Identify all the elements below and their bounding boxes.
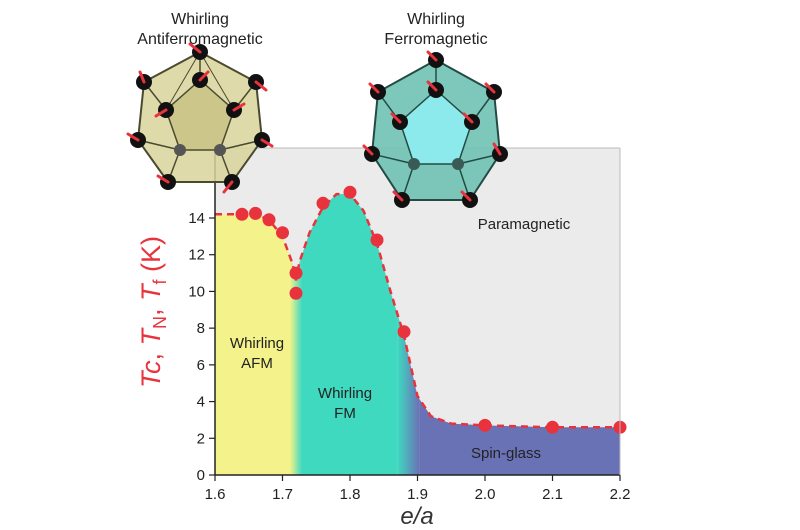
label-whirling-fm-line1: Whirling: [318, 385, 372, 402]
inset-afm-title-line1: Whirling: [171, 11, 229, 28]
data-point-5: [289, 266, 303, 280]
y-tick-label-2: 4: [197, 394, 205, 411]
y-title-part-unit: (K): [136, 236, 166, 280]
y-title-part-t2: T: [136, 282, 166, 301]
y-tick-label-5: 10: [188, 283, 205, 300]
label-whirling-afm-line2: AFM: [241, 355, 273, 372]
data-points: [235, 185, 627, 434]
data-point-3: [262, 213, 276, 227]
afm-icosahedron-icon: [126, 42, 274, 194]
x-tick-label-0: 1.6: [205, 486, 226, 503]
x-tick-label-6: 2.2: [610, 486, 631, 503]
inset-antiferromagnetic: Whirling Antiferromagnetic: [126, 11, 274, 194]
y-tick-label-3: 6: [197, 357, 205, 374]
y-tick-label-0: 0: [197, 467, 205, 484]
y-tick-label-7: 14: [188, 210, 205, 227]
label-paramagnetic-line1: Paramagnetic: [478, 216, 571, 233]
label-spin-glass-line1: Spin-glass: [471, 445, 541, 462]
region-labels: Whirling AFM Whirling FM Spin-glass Paramagne…: [230, 216, 571, 462]
inset-afm-title-line2: Antiferromagnetic: [137, 31, 262, 48]
x-tick-label-3: 1.9: [407, 486, 428, 503]
inset-fm-title-line1: Whirling: [407, 11, 465, 28]
y-title-part-sep1: ,: [136, 346, 166, 361]
data-point-9: [370, 233, 384, 247]
y-title-sub-f: f: [150, 278, 170, 284]
x-axis-ticks: 1.6 1.7 1.8 1.9 2.0 2.1 2.2: [205, 475, 631, 503]
data-point-1: [235, 207, 249, 221]
y-title-part-tc: Tc: [136, 360, 166, 388]
y-title-sub-n: N: [150, 316, 170, 329]
y-axis-title: Tc, TN, Tf (K): [136, 236, 170, 388]
x-tick-label-5: 2.1: [542, 486, 563, 503]
inset-ferromagnetic: Whirling Ferromagnetic: [362, 11, 508, 208]
label-whirling-fm-line2: FM: [334, 405, 356, 422]
data-point-2: [249, 206, 262, 220]
y-tick-label-4: 8: [197, 320, 205, 337]
y-title-part-t: T: [136, 327, 166, 346]
inset-fm-title-line2: Ferromagnetic: [384, 31, 487, 48]
y-tick-label-6: 12: [188, 247, 205, 264]
x-tick-label-4: 2.0: [475, 486, 496, 503]
data-point-12: [546, 420, 559, 434]
x-tick-label-1: 1.7: [272, 486, 293, 503]
data-point-4: [276, 226, 289, 240]
data-point-10: [397, 325, 411, 339]
data-point-11: [478, 418, 492, 432]
y-axis-ticks: 0 2 4 6 8 10 12 14: [188, 210, 215, 484]
data-point-8: [343, 185, 357, 199]
label-whirling-afm-line1: Whirling: [230, 335, 284, 352]
data-point-7: [316, 196, 330, 210]
region-whirling-afm: [215, 194, 290, 475]
data-point-6: [289, 286, 303, 300]
x-axis-title: e/a: [400, 503, 433, 530]
y-title-part-sep2: ,: [136, 301, 166, 316]
fm-icosahedron-icon: [362, 50, 508, 208]
x-tick-label-2: 1.8: [340, 486, 361, 503]
y-tick-label-1: 2: [197, 430, 205, 447]
